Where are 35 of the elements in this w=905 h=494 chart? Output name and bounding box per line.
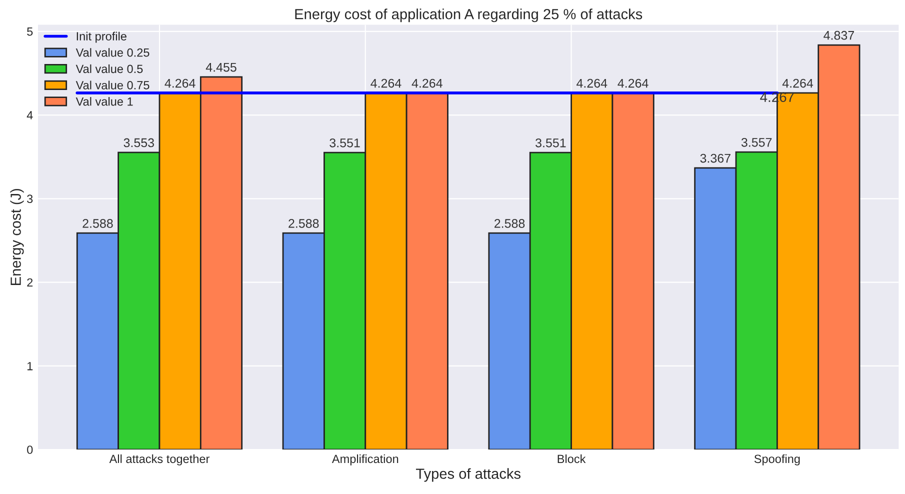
legend-label: Val value 1: [76, 97, 133, 106]
y-tick-label: 3: [27, 194, 33, 204]
x-axis-title: Types of attacks: [416, 468, 520, 482]
data-label: 4.264: [576, 78, 608, 88]
legend-label: Val value 0.75: [76, 80, 150, 90]
x-tick-label: Amplification: [332, 454, 398, 466]
data-label: 3.367: [700, 154, 730, 163]
data-label: 4.264: [412, 78, 442, 88]
y-tick-label: 1: [27, 362, 33, 370]
x-tick-label: All attacks together: [109, 454, 210, 466]
data-label: 3.551: [536, 138, 566, 148]
legend-label: Val value 0.25: [76, 48, 150, 57]
chart-title: Energy cost of application A regarding 25 % of attacks: [295, 8, 642, 22]
y-tick-label: 4: [26, 111, 33, 120]
data-label: 4.837: [824, 30, 854, 40]
data-label: 2.588: [494, 219, 525, 228]
y-tick-label: 5: [27, 28, 33, 36]
data-label: 4.264: [164, 78, 196, 88]
legend-label: Val value 0.5: [76, 64, 143, 74]
data-label: 4.455: [206, 63, 236, 72]
data-label: 3.557: [741, 138, 772, 147]
data-label: 3.551: [330, 138, 360, 148]
y-tick-label: 0: [27, 446, 33, 454]
data-label: 2.588: [82, 219, 113, 228]
data-label: 4.264: [618, 78, 648, 88]
y-axis-title: Energy cost (J): [10, 188, 24, 285]
x-tick-label: Spoofing: [754, 454, 800, 466]
data-label: 4.264: [782, 78, 814, 88]
y-tick-label: 2: [27, 278, 33, 287]
annotation: 4.267: [760, 92, 794, 102]
data-label: 2.588: [288, 219, 319, 228]
data-label: 4.264: [370, 78, 402, 88]
legend-label: Init profile: [76, 32, 126, 43]
data-label: 3.553: [124, 138, 154, 148]
x-tick-label: Block: [558, 454, 586, 464]
